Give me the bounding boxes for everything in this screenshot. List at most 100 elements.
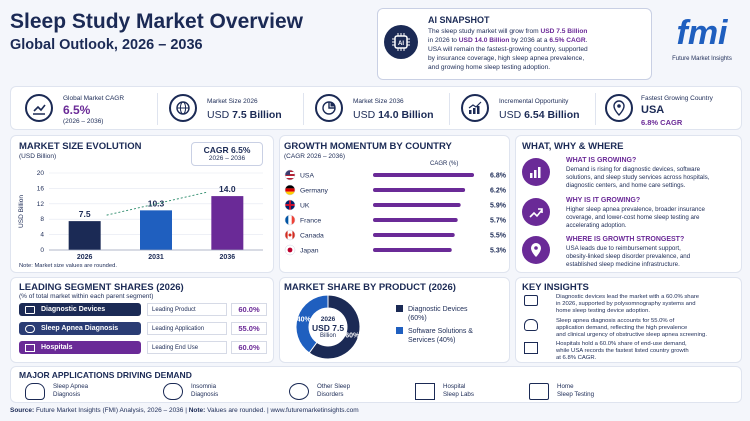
cagr-value: 6.2% <box>490 188 507 195</box>
country-row-japan: Japan 5.3% <box>284 244 507 256</box>
cagr-badge-label: CAGR 6.5% <box>203 145 251 155</box>
segment-role: Leading End Use <box>147 341 227 354</box>
share-card: MARKET SHARE BY PRODUCT (2026) 60% 40% Dia… <box>279 277 510 363</box>
market-size-bar-chart: USD Billion 0 4 8 12 16 20 7.5 2026 10.3 2031 14.0 2… <box>18 170 263 261</box>
bar-2031 <box>140 210 172 250</box>
segments-title: LEADING SEGMENT SHARES (2026) <box>19 282 184 293</box>
globe-icon <box>169 94 197 122</box>
cagr-bar <box>373 203 461 207</box>
pie-icon <box>315 94 343 122</box>
moon-icon <box>289 383 309 400</box>
cagr-bar <box>373 248 452 252</box>
application-hospital-labs: Hospital Sleep Labs <box>443 383 474 398</box>
applications-title: MAJOR APPLICATIONS DRIVING DEMAND <box>19 370 192 380</box>
growth-arrow-icon <box>522 198 550 226</box>
slice-label: 60% <box>345 332 360 339</box>
segment-value: 60.0% <box>231 341 267 354</box>
insight-1: Diagnostic devices lead the market with … <box>556 294 700 315</box>
applications-card: MAJOR APPLICATIONS DRIVING DEMAND Sleep … <box>10 366 742 403</box>
kpi-size-2036-value: USD 14.0 Billion <box>353 109 434 121</box>
y-tick-label: 20 <box>37 170 45 177</box>
application-sleep-apnea: Sleep Apnea Diagnosis <box>53 383 89 398</box>
legend-label: (60%) <box>408 315 427 322</box>
country-row-canada: Canada 5.5% <box>284 229 507 241</box>
country-row-france: France 5.7% <box>284 214 507 226</box>
fmi-logo-mark: fmi <box>676 14 728 52</box>
y-tick-label: 0 <box>40 247 44 254</box>
cagr-bar <box>373 233 455 237</box>
legend-swatch <box>396 327 403 334</box>
donut-center-unit: Billion <box>319 333 336 339</box>
data-label: 10.3 <box>148 198 165 208</box>
data-label: 14.0 <box>219 184 236 194</box>
product-share-donut: 60% 40% Diagnostic Devices (60%) Software So… <box>295 294 473 360</box>
slice-diagnostic-devices <box>308 294 361 360</box>
trend-line <box>106 191 208 216</box>
x-tick-label: 2031 <box>148 254 164 261</box>
page-title: Sleep Study Market Overview <box>10 10 303 33</box>
fmi-logo-caption: Future Market Insights <box>672 56 732 62</box>
svg-text:AI: AI <box>398 41 404 47</box>
brain-icon <box>163 383 183 400</box>
flag-icon <box>285 215 295 225</box>
country-bar-chart: USA 6.8% Germany 6.2% UK 5.9% France 5.7% Canada… <box>284 169 507 256</box>
legend-label: Services (40%) <box>408 337 455 344</box>
segment-role: Leading Product <box>147 303 227 316</box>
www-q2: WHY IS IT GROWING? <box>566 197 641 204</box>
growth-card: GROWTH MOMENTUM BY COUNTRY (CAGR 2026 – … <box>279 135 510 273</box>
x-tick-label: 2026 <box>77 254 93 261</box>
country-label: USA <box>300 173 314 180</box>
device-icon <box>524 295 538 306</box>
donut-center-value: USD 7.5 <box>311 323 345 333</box>
kpi-size-2036-label: Market Size 2036 <box>353 98 404 105</box>
kpi-size-2026-value: USD 7.5 Billion <box>207 109 282 121</box>
bar-2036 <box>211 196 244 250</box>
country-label: UK <box>300 203 310 210</box>
y-tick-label: 16 <box>37 185 45 192</box>
y-tick-label: 12 <box>37 201 45 208</box>
snapshot-text: The sleep study market will grow from US… <box>428 28 588 71</box>
flag-icon <box>285 185 295 195</box>
bar-2026 <box>68 221 101 250</box>
snapshot-title: AI SNAPSHOT <box>428 15 490 25</box>
growth-col-label: CAGR (%) <box>430 161 459 167</box>
kpi-fastest-value: USA <box>641 104 665 116</box>
data-label: 7.5 <box>79 209 91 219</box>
kpi-incremental: Incremental Opportunity USD 6.54 Billion <box>449 87 595 131</box>
cagr-value: 5.9% <box>490 203 507 210</box>
cagr-value: 5.7% <box>490 218 507 225</box>
segment-name-diagnostic-devices: Diagnostic Devices <box>19 303 141 316</box>
segment-value: 60.0% <box>231 303 267 316</box>
kpi-size-2026: Market Size 2026 USD 7.5 Billion <box>157 87 303 131</box>
country-row-uk: UK 5.9% <box>284 199 507 211</box>
y-tick-label: 4 <box>40 232 44 239</box>
fmi-logo: fmi Future Market Insights <box>662 14 742 74</box>
ai-snapshot-card: AI AI SNAPSHOT The sleep study market wi… <box>377 8 652 80</box>
flag-icon <box>285 245 295 255</box>
market-size-unit: (USD Billion) <box>19 153 57 160</box>
flag-icon <box>285 200 295 210</box>
hospital-icon <box>524 342 538 354</box>
legend-label: Software Solutions & <box>408 328 473 335</box>
trend-chart-icon <box>522 158 550 186</box>
www-a2: Higher sleep apnea prevalence, broader i… <box>566 206 705 229</box>
www-q1: WHAT IS GROWING? <box>566 157 637 164</box>
segment-name-hospitals: Hospitals <box>19 341 141 354</box>
application-other-disorders: Other Sleep Disorders <box>317 383 351 398</box>
segments-sub: (% of total market within each parent se… <box>19 293 154 300</box>
cagr-badge: CAGR 6.5% 2026 – 2036 <box>191 142 263 166</box>
lungs-icon <box>25 383 45 400</box>
hospital-icon <box>25 343 35 352</box>
legend-swatch <box>396 305 403 312</box>
ai-chip-icon: AI <box>384 25 418 59</box>
kpi-fastest-label: Fastest Growing Country <box>641 95 713 102</box>
segment-value: 55.0% <box>231 322 267 335</box>
slice-software-solutions-services <box>295 294 329 354</box>
country-row-germany: Germany 6.2% <box>284 184 507 196</box>
kpi-size-2036: Market Size 2036 USD 14.0 Billion <box>303 87 449 131</box>
x-tick-label: 2036 <box>220 254 236 261</box>
kpi-cagr-note: (2026 – 2036) <box>63 118 104 125</box>
segment-name-sleep-apnea: Sleep Apnea Diagnosis <box>19 322 141 335</box>
footer: Source: Future Market Insights (FMI) Ana… <box>10 407 359 414</box>
segment-role: Leading Application <box>147 322 227 335</box>
